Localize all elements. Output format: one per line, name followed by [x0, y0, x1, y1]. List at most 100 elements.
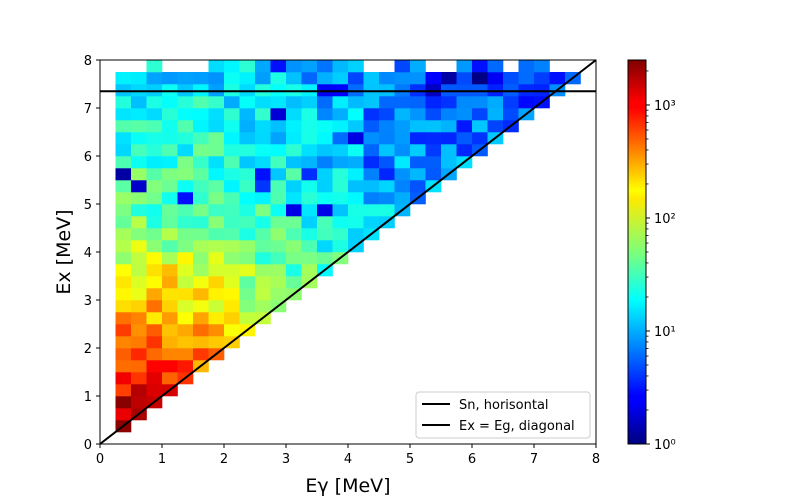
heatmap-cell	[239, 60, 256, 73]
heatmap-cell	[115, 264, 132, 277]
heatmap-cell	[394, 192, 411, 205]
heatmap-cell	[363, 108, 380, 121]
heatmap-cell	[270, 180, 287, 193]
heatmap-cell	[332, 120, 349, 133]
heatmap-cell	[270, 72, 287, 85]
heatmap-cell	[410, 120, 426, 133]
heatmap-cell	[146, 228, 163, 241]
heatmap-cell	[208, 108, 225, 121]
heatmap-cell	[456, 108, 473, 121]
heatmap-cell	[487, 108, 504, 121]
heatmap-cell	[115, 72, 132, 85]
heatmap-cell	[255, 192, 271, 205]
heatmap-cell	[270, 204, 287, 217]
heatmap-cell	[255, 72, 271, 85]
heatmap-cell	[518, 96, 535, 109]
heatmap-cell	[270, 168, 287, 181]
x-tick-label: 1	[158, 452, 166, 467]
heatmap-cell	[317, 228, 333, 241]
heatmap-cell	[301, 132, 318, 145]
heatmap-cell	[286, 240, 302, 253]
heatmap-cell	[224, 240, 240, 253]
heatmap-cell	[131, 312, 147, 325]
heatmap-cell	[146, 288, 163, 301]
heatmap-cell	[348, 84, 364, 97]
heatmap-cell	[131, 144, 147, 157]
heatmap-cell	[131, 372, 147, 385]
heatmap-cell	[177, 168, 194, 181]
heatmap-cell	[348, 108, 364, 121]
heatmap-cell	[239, 156, 256, 169]
heatmap-cell	[255, 144, 271, 157]
heatmap-cell	[549, 72, 566, 85]
heatmap-cell	[131, 168, 147, 181]
heatmap-cell	[286, 132, 302, 145]
heatmap-cell	[332, 192, 349, 205]
heatmap-cell	[177, 120, 194, 133]
heatmap-cell	[146, 192, 163, 205]
heatmap-cell	[255, 204, 271, 217]
heatmap-cell	[255, 168, 271, 181]
heatmap-cell	[115, 372, 132, 385]
heatmap-cell	[255, 276, 271, 289]
heatmap-cell	[255, 240, 271, 253]
heatmap-cell	[208, 276, 225, 289]
heatmap-cell	[177, 96, 194, 109]
heatmap-cell	[363, 132, 380, 145]
heatmap-cell	[239, 252, 256, 265]
heatmap-cell	[131, 72, 147, 85]
heatmap-cell	[301, 60, 318, 73]
heatmap-cell	[255, 96, 271, 109]
heatmap-cell	[193, 168, 209, 181]
heatmap-cell	[193, 180, 209, 193]
heatmap-cell	[472, 120, 488, 133]
heatmap-cell	[239, 204, 256, 217]
heatmap-cell	[208, 312, 225, 325]
heatmap-cell	[301, 72, 318, 85]
heatmap-cell	[487, 96, 504, 109]
heatmap-cell	[146, 348, 163, 361]
heatmap-cell	[379, 120, 395, 133]
heatmap-cell	[348, 228, 364, 241]
heatmap-cell	[208, 132, 225, 145]
heatmap-cell	[131, 192, 147, 205]
heatmap-cell	[193, 132, 209, 145]
heatmap-cell	[239, 276, 256, 289]
heatmap-cell	[286, 96, 302, 109]
heatmap-cell	[363, 144, 380, 157]
heatmap-cell	[301, 204, 318, 217]
heatmap-cell	[301, 180, 318, 193]
heatmap-cell	[425, 168, 442, 181]
heatmap-cell	[224, 156, 240, 169]
heatmap-cell	[301, 156, 318, 169]
heatmap-cell	[193, 276, 209, 289]
heatmap-cell	[224, 144, 240, 157]
heatmap-cell	[363, 120, 380, 133]
heatmap-cell	[162, 156, 178, 169]
heatmap-cell	[224, 132, 240, 145]
heatmap-cell	[115, 360, 132, 373]
heatmap-cell	[115, 108, 132, 121]
heatmap-cell	[208, 60, 225, 73]
heatmap-cell	[146, 72, 163, 85]
heatmap-cell	[115, 348, 132, 361]
heatmap-cell	[317, 60, 333, 73]
heatmap-cell	[332, 72, 349, 85]
heatmap-cell	[317, 84, 333, 97]
heatmap-cell	[348, 192, 364, 205]
y-tick-label: 8	[84, 54, 92, 69]
heatmap-cell	[410, 96, 426, 109]
heatmap-cell	[224, 252, 240, 265]
heatmap-cell	[270, 252, 287, 265]
x-axis-label: Eγ [MeV]	[305, 475, 390, 497]
heatmap-cell	[208, 192, 225, 205]
heatmap-cell	[224, 60, 240, 73]
heatmap-cell	[348, 132, 364, 145]
colorbar-tick-label: 10¹	[654, 325, 676, 340]
heatmap-cell	[146, 264, 163, 277]
heatmap-cell	[224, 204, 240, 217]
heatmap-cell	[518, 84, 535, 97]
heatmap-cell	[425, 144, 442, 157]
heatmap-cell	[503, 96, 519, 109]
heatmap-cell	[301, 216, 318, 229]
